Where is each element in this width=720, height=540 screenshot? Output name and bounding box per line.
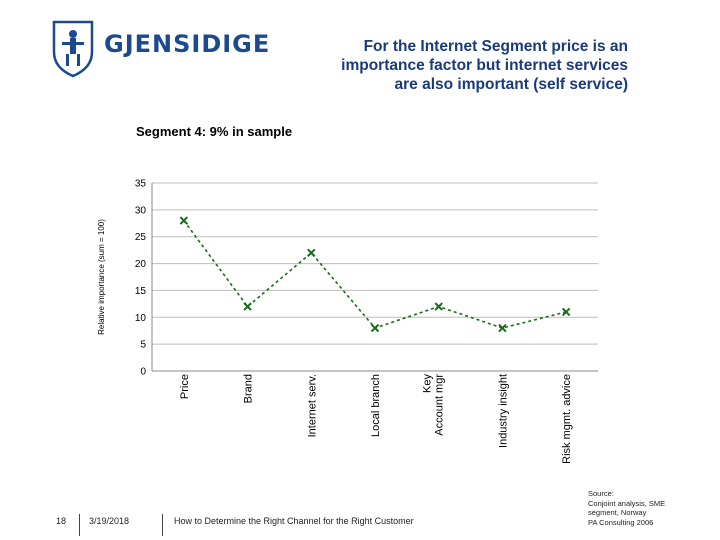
title-line: For the Internet Segment price is an: [363, 38, 628, 55]
x-tick-label: KeyAccount mgr: [422, 374, 446, 436]
brand-name: GJENSIDIGE: [104, 30, 271, 58]
title-line: are also important (self service): [394, 76, 628, 93]
y-tick-label: 0: [140, 367, 146, 378]
data-point-marker: [307, 248, 316, 258]
y-tick-label: 5: [140, 340, 146, 351]
footer-divider: [162, 514, 163, 536]
y-axis-label: Relative importance (sum = 100): [97, 219, 106, 335]
chart-title: Segment 4: 9% in sample: [136, 124, 293, 139]
source-line: Conjoint analysis, SME: [588, 498, 666, 508]
data-point-marker: [370, 323, 380, 333]
x-tick-label: Risk mgmt. advice: [561, 374, 573, 464]
x-tick-label: Industry insight: [497, 374, 509, 448]
data-point-marker: [561, 307, 571, 317]
source-line: PA Consulting 2006: [588, 517, 654, 527]
source-line: segment, Norway: [588, 508, 647, 517]
x-tick-label: Local branch: [370, 374, 382, 437]
page-number: 18: [56, 516, 67, 526]
data-point-marker: [179, 216, 189, 225]
footer-divider: [79, 514, 80, 536]
data-point-marker: [243, 302, 252, 311]
title-line: importance factor but internet services: [341, 57, 628, 74]
y-tick-label: 20: [135, 259, 147, 270]
shield-emblem-icon: [52, 20, 94, 78]
company-logo: [52, 20, 94, 78]
x-tick-label: Internet serv.: [306, 374, 318, 437]
footer-talk-title: How to Determine the Right Channel for t…: [174, 516, 414, 526]
y-tick-label: 35: [135, 179, 147, 190]
slide-title: For the Internet Segment price is an imp…: [208, 37, 628, 94]
footer-date: 3/19/2018: [89, 516, 130, 526]
data-point-marker: [434, 302, 443, 311]
y-tick-label: 10: [135, 313, 147, 324]
y-tick-label: 15: [135, 286, 147, 297]
data-point-marker: [498, 323, 507, 333]
y-tick-label: 25: [135, 232, 147, 243]
y-tick-label: 30: [135, 205, 147, 216]
x-tick-label: Brand: [243, 374, 255, 403]
source-line: Source:: [588, 489, 614, 498]
source-note: Source: Conjoint analysis, SME segment, …: [588, 489, 665, 527]
x-tick-label: Price: [179, 374, 191, 399]
